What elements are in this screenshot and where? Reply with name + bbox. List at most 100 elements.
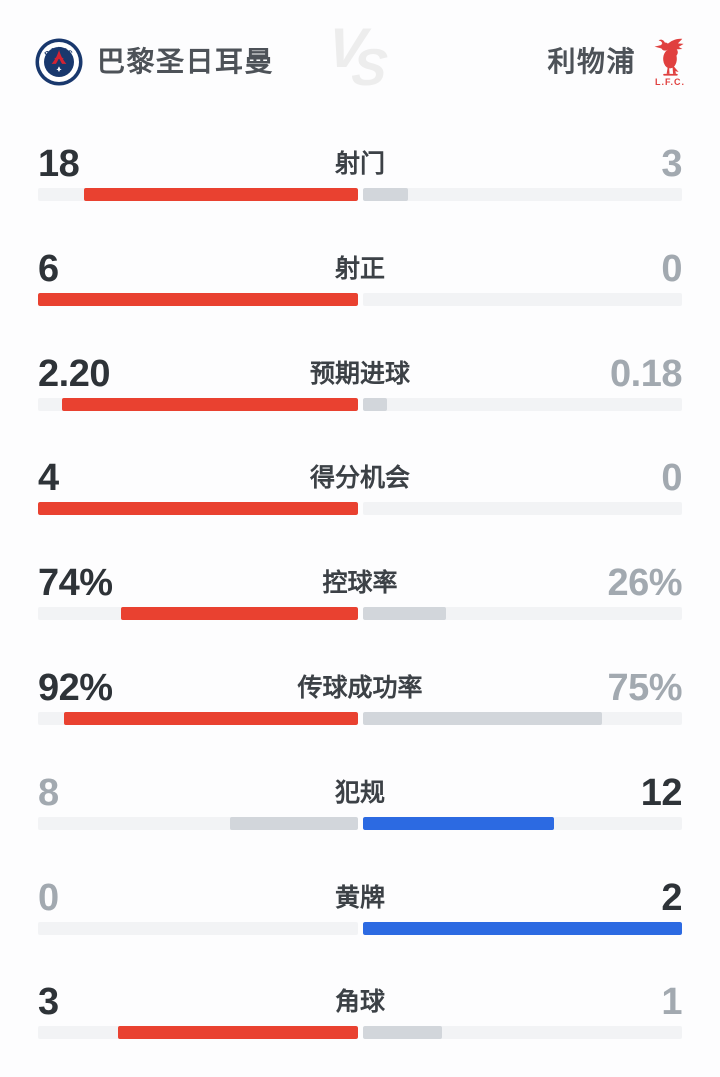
stat-bar-track (38, 816, 682, 830)
stat-bar-track (38, 1026, 682, 1040)
away-bar-track (362, 711, 682, 725)
stat-label: 得分机会 (309, 464, 410, 493)
stat-home-value: 6 (38, 247, 59, 290)
stat-row: 4 得分机会 0 (38, 448, 682, 553)
home-bar-track (38, 397, 358, 411)
stat-home-value: 74% (38, 562, 113, 605)
stat-away-value: 3 (661, 143, 682, 185)
stat-away-value: 75% (607, 666, 682, 709)
liverpool-crest-icon: L.F.C. (650, 37, 690, 87)
away-bar-fill (362, 816, 555, 830)
stat-away-value: 0.18 (610, 352, 682, 395)
away-bar-fill (362, 607, 446, 621)
stat-row-line: 6 射正 0 (38, 249, 682, 289)
away-bar-track (362, 921, 682, 935)
away-bar-track (362, 1026, 682, 1040)
stat-home-value: 92% (38, 666, 113, 709)
home-team-name: 巴黎圣日耳曼 (97, 46, 275, 77)
stat-label: 预期进球 (309, 359, 410, 388)
stat-bar-track (38, 397, 682, 411)
stat-row-line: 92% 传球成功率 75% (38, 668, 682, 708)
match-header: PARIS 巴黎圣日耳曼 VS 利物浦 (0, 0, 720, 100)
psg-crest-icon: PARIS (35, 38, 83, 86)
away-team-name: 利物浦 (547, 46, 636, 77)
away-bar-track (362, 397, 682, 411)
stat-home-value: 18 (38, 143, 80, 185)
away-bar-track (362, 502, 682, 516)
stat-row-line: 4 得分机会 0 (38, 458, 682, 498)
stat-label: 犯规 (334, 778, 385, 807)
home-bar-fill (38, 292, 358, 306)
stat-away-value: 0 (661, 457, 682, 500)
away-bar-fill (362, 1026, 443, 1040)
away-team: 利物浦 L.F.C. (547, 37, 690, 87)
stat-row-line: 3 角球 1 (38, 982, 682, 1022)
away-bar-fill (362, 397, 387, 411)
stat-label: 射正 (334, 254, 385, 283)
stat-home-value: 8 (38, 771, 59, 814)
stat-row: 2.20 预期进球 0.18 (38, 344, 682, 449)
home-bar-fill (83, 188, 358, 201)
home-bar-fill (117, 1026, 358, 1040)
away-bar-track (362, 607, 682, 621)
stat-row-line: 0 黄牌 2 (38, 878, 682, 918)
home-bar-fill (63, 711, 358, 725)
stat-bar-track (38, 292, 682, 306)
stat-label: 射门 (334, 150, 385, 178)
stat-home-value: 0 (38, 876, 59, 919)
stat-home-value: 3 (38, 981, 59, 1024)
stat-label: 黄牌 (334, 883, 385, 912)
home-bar-fill (121, 607, 358, 621)
away-bar-track (362, 188, 682, 201)
stats-list: 18 射门 3 6 射正 0 2.2 (38, 134, 683, 1077)
home-bar-track (38, 921, 358, 935)
stat-bar-track (38, 607, 682, 621)
stat-bar-track (38, 711, 682, 725)
stat-home-value: 4 (38, 457, 59, 500)
stat-row-line: 2.20 预期进球 0.18 (38, 354, 682, 394)
stat-away-value: 26% (607, 562, 682, 605)
stat-row: 92% 传球成功率 75% (38, 658, 682, 763)
stat-row: 6 射正 0 (38, 239, 682, 344)
stat-row: 0 黄牌 2 (38, 868, 682, 973)
stat-row-line: 74% 控球率 26% (38, 563, 682, 603)
stat-label: 传球成功率 (297, 673, 423, 702)
home-bar-track (38, 502, 358, 516)
stat-row: 3 角球 1 (38, 972, 682, 1077)
vs-letter-s: S (349, 39, 391, 97)
stat-label: 控球率 (322, 569, 398, 598)
home-bar-fill (62, 397, 358, 411)
liverpool-crest-text: L.F.C. (655, 77, 685, 87)
home-bar-track (38, 711, 358, 725)
vs-watermark: VS (325, 16, 390, 97)
svg-text:PARIS: PARIS (44, 47, 74, 59)
psg-crest-ring-text: PARIS (44, 47, 73, 59)
stat-away-value: 0 (661, 247, 682, 290)
stat-row-line: 18 射门 3 (38, 144, 682, 184)
home-bar-track (38, 292, 358, 306)
home-bar-track (38, 1026, 358, 1040)
home-bar-track (38, 188, 358, 201)
home-team: PARIS 巴黎圣日耳曼 (35, 38, 274, 86)
stat-away-value: 12 (640, 771, 683, 814)
away-bar-fill (362, 711, 603, 725)
away-bar-track (362, 292, 682, 306)
away-bar-fill (362, 188, 409, 201)
stat-bar-track (38, 921, 682, 935)
home-bar-fill (38, 502, 358, 516)
home-bar-track (38, 816, 358, 830)
stat-row: 8 犯规 12 (38, 763, 683, 868)
stat-away-value: 1 (661, 981, 682, 1024)
stat-bar-track (38, 502, 682, 516)
stat-row: 74% 控球率 26% (38, 553, 682, 658)
stat-away-value: 2 (661, 876, 682, 919)
stat-bar-track (38, 188, 682, 201)
away-bar-fill (362, 921, 682, 935)
home-bar-fill (229, 816, 358, 830)
stat-row: 18 射门 3 (38, 134, 682, 239)
home-bar-track (38, 607, 358, 621)
stat-home-value: 2.20 (38, 352, 110, 395)
stat-label: 角球 (334, 988, 385, 1017)
stat-row-line: 8 犯规 12 (38, 771, 683, 814)
away-bar-track (362, 816, 682, 830)
